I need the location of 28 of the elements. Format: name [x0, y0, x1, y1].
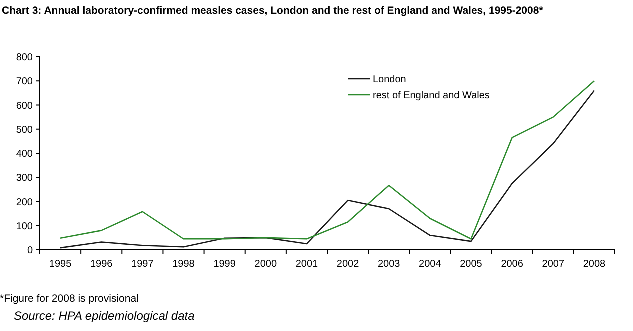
legend-label: London — [373, 74, 406, 86]
x-tick-label: 2003 — [378, 259, 401, 270]
x-tick-label: 2001 — [296, 259, 319, 270]
x-tick-label: 2005 — [460, 259, 483, 270]
y-tick-label: 0 — [27, 246, 34, 256]
y-tick-label: 300 — [16, 173, 34, 184]
x-tick-label: 2006 — [501, 259, 524, 270]
source-note: Source: HPA epidemiological data — [14, 309, 196, 323]
x-tick-label: 2008 — [583, 259, 606, 270]
x-tick-label: 2007 — [542, 259, 565, 270]
x-tick-label: 1996 — [90, 259, 114, 270]
y-tick-label: 700 — [16, 76, 34, 88]
x-tick-label: 1998 — [172, 259, 196, 270]
y-tick-label: 100 — [16, 221, 34, 232]
y-tick-label: 200 — [16, 197, 34, 208]
legend-label: rest of England and Wales — [373, 90, 490, 102]
x-tick-label: 2004 — [419, 259, 442, 270]
x-tick-label: 1999 — [214, 259, 236, 270]
x-tick-label: 1997 — [132, 259, 154, 270]
y-tick-label: 600 — [16, 100, 34, 112]
chart-title: Chart 3: Annual laboratory-confirmed measles cases, London and the rest of England and Wales, 1995-2008* — [2, 5, 544, 17]
y-tick-label: 800 — [16, 52, 34, 64]
text: *Figure for 2008 is provisional — [0, 293, 139, 305]
y-tick-label: 500 — [16, 124, 34, 136]
x-tick-label: 2002 — [336, 259, 360, 270]
x-tick-label: 1995 — [49, 259, 72, 270]
x-tick-label: 2000 — [254, 259, 278, 270]
y-tick-label: 400 — [16, 149, 34, 160]
